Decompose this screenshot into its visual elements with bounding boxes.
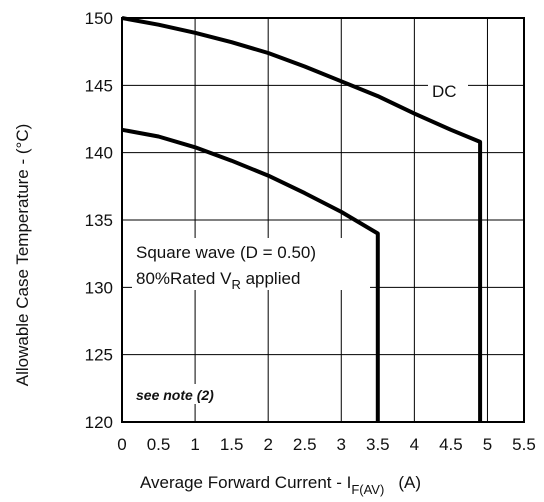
x-axis-title-unit: (A) [398, 473, 421, 492]
rated-vr-label: 80%Rated VR applied [136, 269, 300, 292]
series-group [121, 16, 483, 422]
x-tick-label: 1 [190, 435, 199, 454]
x-axis-title-main: Average Forward Current - I [140, 473, 351, 492]
x-tick-label: 3 [337, 435, 346, 454]
x-tick-label: 4.5 [439, 435, 463, 454]
see-note: see note (2) [136, 387, 214, 403]
x-tick-label: 2.5 [293, 435, 317, 454]
square-wave-label: Square wave (D = 0.50) [136, 243, 316, 262]
y-axis-title: Allowable Case Temperature - (°C) [13, 124, 32, 387]
dc-series-label: DC [432, 82, 457, 101]
series-line-dc [121, 16, 483, 422]
series-line-square-wave [121, 127, 380, 422]
rated-vr-prefix: 80%Rated V [136, 269, 232, 288]
square-wave-label-bg [132, 238, 370, 290]
x-tick-label: 5.5 [512, 435, 536, 454]
x-axis-title: Average Forward Current - IF(AV) (A) [140, 473, 421, 497]
y-tick-label: 150 [85, 9, 113, 28]
y-tick-label: 135 [85, 211, 113, 230]
y-tick-label: 130 [85, 278, 113, 297]
x-tick-label: 3.5 [366, 435, 390, 454]
y-tick-labels: 120 125 130 135 140 145 150 [85, 9, 113, 432]
x-tick-label: 0 [117, 435, 126, 454]
grid [122, 18, 524, 422]
note-bg [132, 384, 250, 404]
y-tick-label: 125 [85, 346, 113, 365]
x-tick-label: 1.5 [220, 435, 244, 454]
plot-frame [121, 17, 525, 423]
x-tick-label: 4 [410, 435, 419, 454]
y-tick-label: 140 [85, 144, 113, 163]
y-tick-label: 145 [85, 76, 113, 95]
dc-label-bg [428, 80, 468, 100]
rated-vr-suffix: applied [241, 269, 301, 288]
y-tick-label: 120 [85, 413, 113, 432]
x-tick-label: 2 [263, 435, 272, 454]
rated-vr-subscript: R [231, 277, 240, 292]
x-tick-labels: 0 0.5 1 1.5 2 2.5 3 3.5 4 4.5 5 5.5 [117, 435, 536, 454]
x-tick-label: 0.5 [147, 435, 171, 454]
x-tick-label: 5 [483, 435, 492, 454]
x-axis-title-subscript: F(AV) [351, 482, 384, 497]
